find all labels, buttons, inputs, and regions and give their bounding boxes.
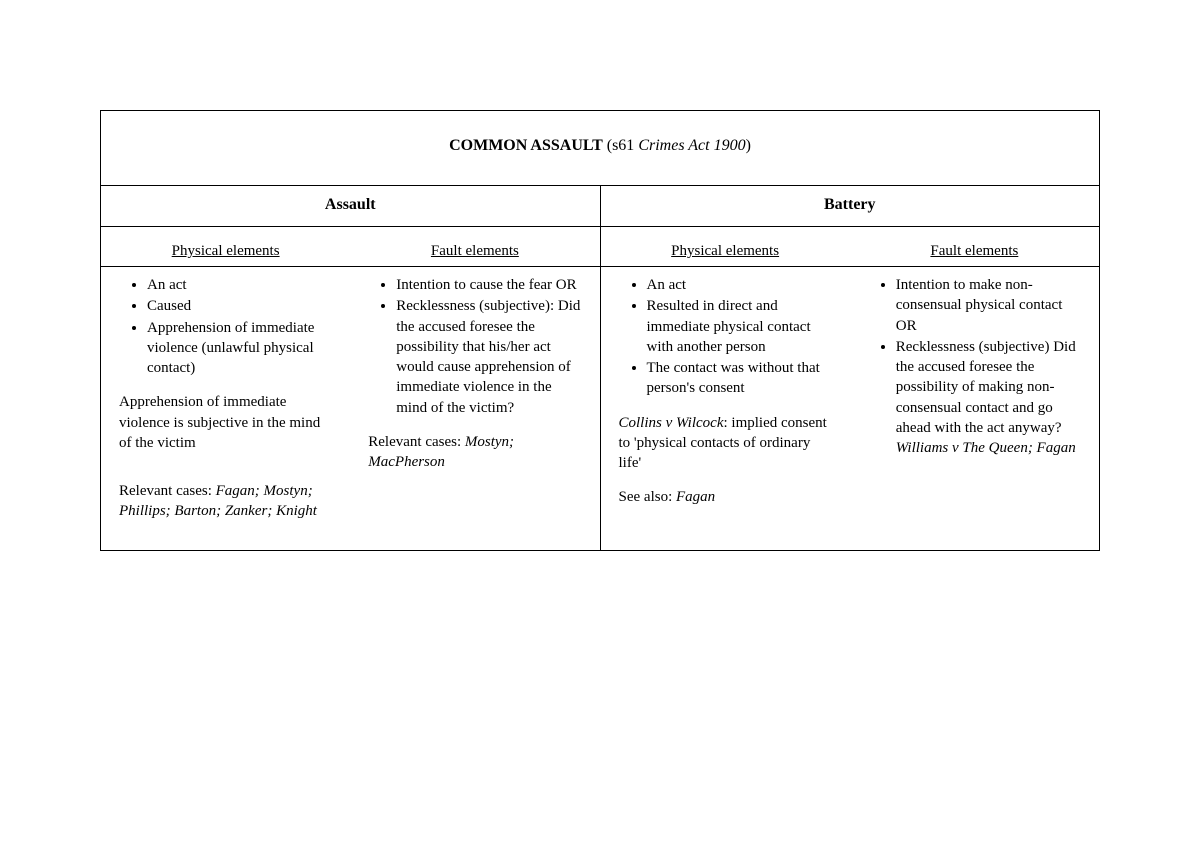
case-name: Collins v Wilcock <box>619 415 724 431</box>
col-heading: Physical elements <box>101 227 351 267</box>
common-assault-table: COMMON ASSAULT (s61 Crimes Act 1900) Ass… <box>100 110 1100 551</box>
table-title-cell: COMMON ASSAULT (s61 Crimes Act 1900) <box>101 111 1100 186</box>
list-item: Apprehension of immediate violence (unla… <box>147 318 332 379</box>
column-headings-row: Physical elements Fault elements Physica… <box>101 227 1100 267</box>
bullet-list: Intention to cause the fear OR Recklessn… <box>368 275 581 418</box>
subhead-battery: Battery <box>600 186 1100 227</box>
col-heading: Physical elements <box>600 227 850 267</box>
list-item: Resulted in direct and immediate physica… <box>647 296 832 357</box>
note-text: Apprehension of immediate violence is su… <box>119 392 332 453</box>
list-item: Caused <box>147 296 332 316</box>
list-item: An act <box>147 275 332 295</box>
document-page: COMMON ASSAULT (s61 Crimes Act 1900) Ass… <box>0 0 1200 551</box>
case-note: Collins v Wilcock: implied consent to 'p… <box>619 413 832 474</box>
bullet-ital: Williams v The Queen; Fagan <box>896 440 1076 456</box>
col-heading: Fault elements <box>850 227 1100 267</box>
bullet-plain: Recklessness (subjective) Did the accuse… <box>896 339 1076 436</box>
title-post: ) <box>746 137 751 154</box>
title-italic: Crimes Act 1900 <box>638 137 745 154</box>
subhead-assault: Assault <box>101 186 601 227</box>
cases-text: Relevant cases: Mostyn; MacPherson <box>368 432 581 473</box>
cases-text: Relevant cases: Fagan; Mostyn; Phillips;… <box>119 481 332 522</box>
list-item: An act <box>647 275 832 295</box>
see-also-name: Fagan <box>676 489 715 505</box>
list-item: The contact was without that person's co… <box>647 358 832 399</box>
cases-lead: Relevant cases: <box>119 483 216 499</box>
see-also-lead: See also: <box>619 489 677 505</box>
battery-fault-cell: Intention to make non-consensual physica… <box>850 267 1100 551</box>
assault-physical-cell: An act Caused Apprehension of immediate … <box>101 267 351 551</box>
list-item: Intention to cause the fear OR <box>396 275 581 295</box>
title-pre: (s61 <box>603 137 639 154</box>
bullet-list: Intention to make non-consensual physica… <box>868 275 1081 458</box>
bullet-list: An act Resulted in direct and immediate … <box>619 275 832 399</box>
cases-lead: Relevant cases: <box>368 434 465 450</box>
col-heading: Fault elements <box>350 227 600 267</box>
assault-fault-cell: Intention to cause the fear OR Recklessn… <box>350 267 600 551</box>
subhead-row: Assault Battery <box>101 186 1100 227</box>
body-row: An act Caused Apprehension of immediate … <box>101 267 1100 551</box>
list-item: Recklessness (subjective): Did the accus… <box>396 296 581 418</box>
see-also: See also: Fagan <box>619 487 832 507</box>
list-item: Intention to make non-consensual physica… <box>896 275 1081 336</box>
bullet-list: An act Caused Apprehension of immediate … <box>119 275 332 378</box>
battery-physical-cell: An act Resulted in direct and immediate … <box>600 267 850 551</box>
title-row: COMMON ASSAULT (s61 Crimes Act 1900) <box>101 111 1100 186</box>
title-bold: COMMON ASSAULT <box>449 137 603 154</box>
list-item: Recklessness (subjective) Did the accuse… <box>896 337 1081 459</box>
